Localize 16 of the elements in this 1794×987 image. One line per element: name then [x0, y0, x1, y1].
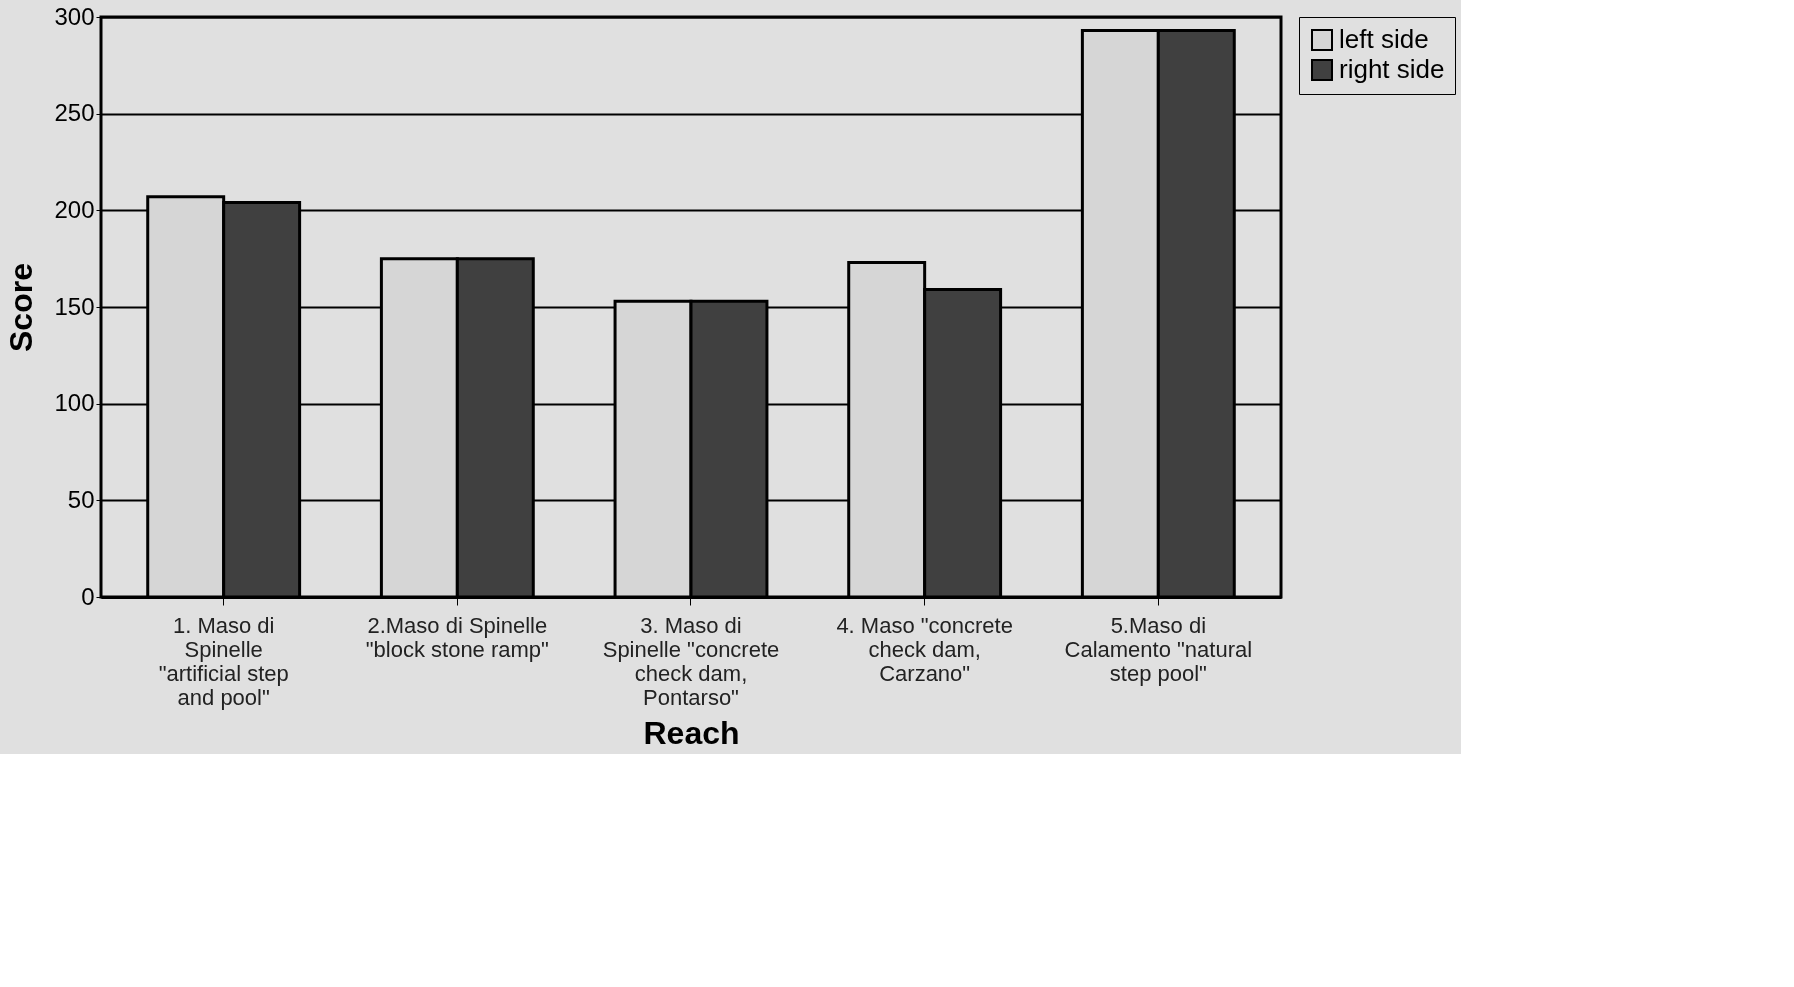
- x-tick-label: 4. Maso "concrete check dam, Carzano": [836, 612, 1013, 686]
- y-tick-label: 50: [67, 485, 95, 513]
- y-axis-title: Score: [3, 263, 40, 352]
- legend-label: left side: [1339, 24, 1429, 54]
- x-tick-label: 3. Maso di Spinelle "concrete check dam, Pontarso": [602, 612, 780, 710]
- y-tick-label: 300: [54, 2, 95, 30]
- x-tick-label: 5.Maso di Calamento "natural step pool": [1064, 612, 1253, 686]
- x-tick-label: 1. Maso di Spinelle "artificial step and pool": [158, 612, 289, 710]
- x-tick-label: 2.Maso di Spinelle "block stone ramp": [365, 612, 549, 662]
- y-tick-label: 100: [54, 389, 95, 417]
- y-tick-label: 250: [54, 99, 95, 127]
- x-axis-title: Reach: [643, 714, 740, 751]
- legend-label: right side: [1339, 54, 1445, 84]
- y-tick-label: 0: [81, 582, 95, 610]
- y-tick-label: 150: [54, 292, 95, 320]
- y-tick-label: 200: [54, 195, 95, 223]
